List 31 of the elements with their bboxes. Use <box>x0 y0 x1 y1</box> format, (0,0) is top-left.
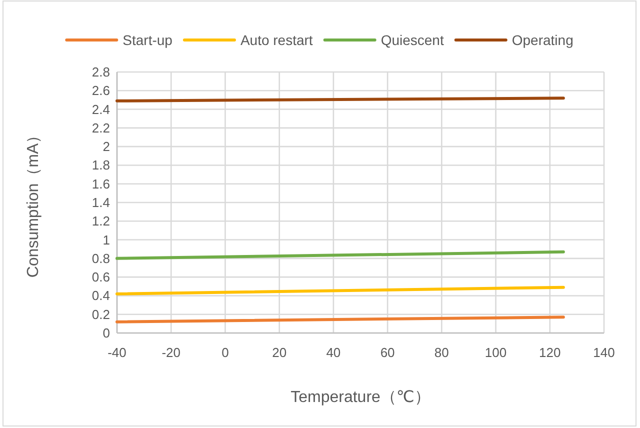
x-tick-label: 120 <box>539 345 561 360</box>
x-tick-label: 140 <box>593 345 615 360</box>
legend-label: Quiescent <box>380 32 444 48</box>
x-tick-label: 100 <box>484 345 507 360</box>
y-tick-label: 1.2 <box>92 214 110 229</box>
y-tick-label: 0 <box>102 326 110 340</box>
y-tick-label: 1.8 <box>92 158 110 173</box>
y-tick-label: 0.4 <box>92 288 110 304</box>
x-tick-label: 20 <box>272 345 287 360</box>
x-axis-title: Temperature（℃） <box>290 389 430 406</box>
y-tick-label: 2.8 <box>92 64 110 80</box>
y-tick-label: 2 <box>102 139 110 154</box>
legend-label: Start-up <box>122 32 173 48</box>
x-tick-label: 60 <box>380 345 395 360</box>
legend-label: Operating <box>512 32 574 48</box>
y-tick-label: 0.2 <box>92 306 110 322</box>
x-tick-label: 80 <box>434 345 449 360</box>
x-tick-label: -20 <box>162 345 181 360</box>
y-tick-label: 2.2 <box>92 120 110 136</box>
y-tick-label: 1 <box>102 232 110 248</box>
x-tick-label: 0 <box>222 345 229 360</box>
legend-label: Auto restart <box>240 32 313 48</box>
y-tick-label: 0.6 <box>92 270 110 285</box>
y-tick-label: 2.6 <box>92 83 110 98</box>
x-tick-label: -40 <box>108 345 126 360</box>
y-tick-label: 1.6 <box>92 176 110 192</box>
y-tick-label: 0.8 <box>92 250 110 266</box>
y-tick-label: 2.4 <box>92 102 110 117</box>
x-tick-label: 40 <box>326 345 341 360</box>
y-axis-title: Consumption（mA） <box>25 127 42 278</box>
y-tick-label: 1.4 <box>92 195 110 210</box>
